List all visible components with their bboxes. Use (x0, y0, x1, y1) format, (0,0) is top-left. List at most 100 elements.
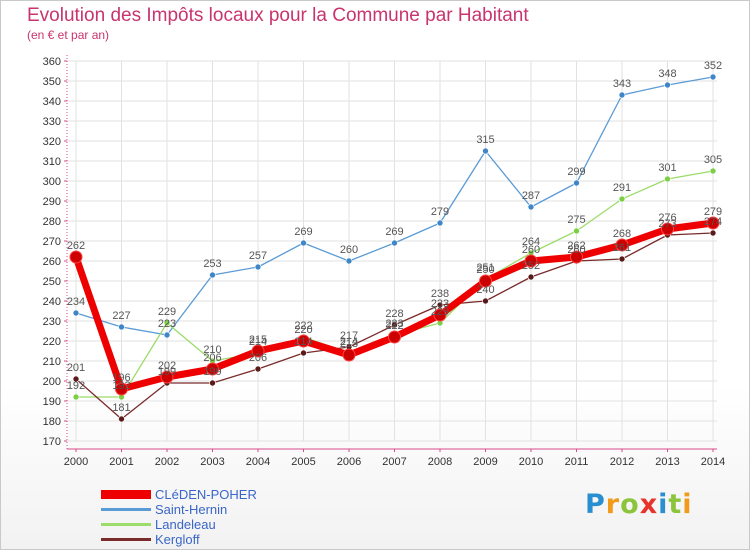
x-tick-label: 2010 (519, 456, 543, 468)
data-point (251, 344, 265, 358)
data-label: 299 (567, 166, 585, 178)
data-label: 279 (704, 206, 722, 218)
y-tick-label: 310 (43, 156, 61, 168)
data-label: 223 (158, 318, 176, 330)
data-point (72, 309, 80, 317)
data-point (524, 254, 538, 268)
data-point (163, 331, 171, 339)
data-point (706, 216, 720, 230)
data-label: 215 (249, 334, 267, 346)
data-point (618, 255, 626, 263)
data-label: 275 (567, 214, 585, 226)
data-point (482, 147, 489, 155)
data-label: 273 (658, 218, 676, 230)
data-label: 352 (704, 60, 722, 72)
chart-title: Evolution des Impôts locaux pour la Comm… (27, 5, 529, 26)
data-point (206, 362, 219, 376)
x-tick-label: 2013 (655, 456, 679, 468)
data-point (72, 375, 80, 383)
data-label: 196 (112, 372, 130, 384)
x-tick-label: 2002 (155, 456, 179, 468)
logo-letter: t (668, 489, 683, 520)
legend-swatch (101, 508, 151, 511)
logo-letter: o (620, 489, 640, 520)
data-point (115, 382, 128, 396)
data-label: 228 (385, 308, 403, 320)
data-point (160, 370, 174, 384)
y-tick-label: 330 (43, 116, 61, 128)
data-label: 305 (704, 154, 722, 166)
data-point (209, 379, 216, 387)
series-lines (69, 73, 720, 423)
x-tick-label: 2004 (246, 456, 270, 468)
data-point (570, 250, 583, 264)
data-label: 234 (67, 296, 85, 308)
data-label: 214 (249, 336, 267, 348)
x-tick-label: 2011 (565, 456, 589, 468)
logo-letter: i (658, 489, 669, 520)
data-point (297, 334, 310, 348)
data-label: 229 (431, 306, 449, 318)
data-label: 262 (67, 240, 85, 252)
data-label: 251 (476, 262, 494, 274)
data-label: 206 (249, 352, 267, 364)
y-tick-label: 360 (43, 56, 61, 68)
data-label: 315 (476, 134, 494, 146)
x-tick-label: 2007 (382, 456, 406, 468)
y-tick-label: 200 (43, 376, 61, 388)
x-tick-label: 2000 (64, 456, 88, 468)
data-label: 287 (522, 190, 540, 202)
data-point (345, 257, 353, 265)
y-tick-label: 180 (43, 416, 61, 428)
data-label: 192 (67, 380, 85, 392)
data-label: 279 (431, 206, 449, 218)
data-point (254, 263, 262, 271)
data-point (388, 330, 401, 344)
data-label: 206 (203, 352, 221, 364)
data-point (527, 203, 535, 211)
x-tick-label: 2003 (200, 456, 224, 468)
legend-swatch (101, 490, 151, 499)
data-point (342, 348, 356, 362)
legend-label: Landeleau (155, 517, 216, 532)
data-label: 253 (203, 258, 221, 270)
data-label: 269 (294, 226, 312, 238)
data-point (118, 323, 125, 331)
data-label: 262 (567, 240, 585, 252)
y-tick-label: 320 (43, 136, 61, 148)
data-label: 238 (431, 288, 449, 300)
data-label: 260 (567, 244, 585, 256)
axes: 170 180 190 200 210 220 230 240 250 260 270 280 290 3… (43, 55, 725, 468)
data-label: 269 (385, 226, 403, 238)
data-point (618, 91, 626, 99)
data-point (391, 321, 398, 329)
data-point (527, 273, 535, 281)
x-tick-label: 2014 (701, 456, 725, 468)
x-tick-label: 2001 (109, 456, 133, 468)
data-label: 348 (658, 68, 676, 80)
logo-letter: P (585, 489, 606, 520)
x-tick-label: 2005 (291, 456, 315, 468)
data-label: 229 (158, 306, 176, 318)
y-tick-label: 210 (43, 356, 61, 368)
data-label: 233 (431, 298, 449, 310)
data-point (391, 239, 398, 247)
y-tick-label: 170 (43, 436, 61, 448)
data-label: 257 (249, 250, 267, 262)
data-label: 343 (613, 78, 631, 90)
data-labels: 234 227 223 253 257 269 260 269 279 315 287 299 343 3… (67, 60, 722, 414)
data-point (664, 81, 671, 89)
data-point (573, 179, 580, 187)
data-label: 181 (112, 402, 130, 414)
data-label: 268 (613, 228, 631, 240)
data-label: 223 (385, 318, 403, 330)
y-tick-label: 190 (43, 396, 61, 408)
y-tick-label: 270 (43, 236, 61, 248)
legend-label: Kergloff (155, 532, 200, 547)
data-label: 301 (658, 162, 676, 174)
chart-subtitle: (en € et par an) (27, 28, 110, 42)
y-tick-label: 230 (43, 316, 61, 328)
data-point (69, 250, 83, 264)
